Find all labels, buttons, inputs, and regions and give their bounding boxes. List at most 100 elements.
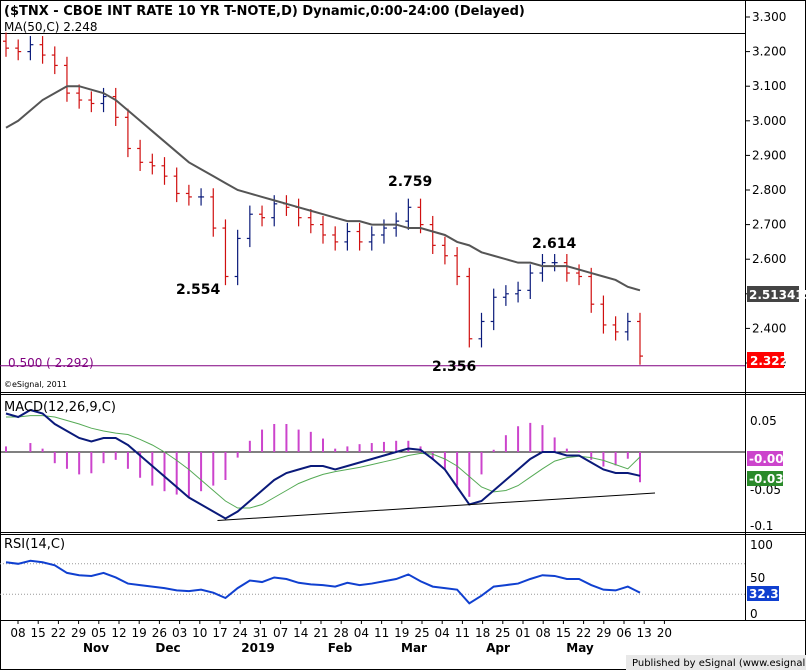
x-tick-label: 11 (374, 626, 389, 640)
price-bar (490, 288, 497, 331)
x-tick-label: 05 (91, 626, 106, 640)
x-tick-label: 08 (536, 626, 551, 640)
price-bar (515, 281, 522, 303)
x-tick-label: 18 (475, 626, 490, 640)
price-tick-label: 3.300 (752, 10, 786, 24)
price-bar (405, 198, 412, 230)
rsi-label: RSI(14,C) (4, 537, 65, 552)
annotation-high-2: 2.614 (532, 236, 577, 252)
price-bar (222, 219, 229, 286)
price-bar (368, 226, 375, 251)
price-bar (15, 39, 22, 61)
price-bar (600, 295, 607, 334)
price-bar (576, 264, 583, 286)
price-bar (283, 195, 290, 216)
ma-value-badge (747, 286, 799, 302)
price-bar (112, 87, 119, 126)
price-bar (588, 267, 595, 313)
x-tick-label: 15 (31, 626, 46, 640)
price-tick-label: 2.400 (752, 321, 786, 335)
rsi-series-line (5, 559, 641, 605)
x-month-label: Dec (155, 641, 180, 655)
x-tick-label: 11 (455, 626, 470, 640)
price-bar (527, 264, 534, 299)
macd-histogram (0, 422, 745, 497)
annotation-low-1: 2.554 (176, 282, 221, 298)
price-bar (637, 312, 643, 365)
moving-average-line (5, 85, 641, 292)
macd-trendline (217, 492, 656, 521)
rsi-tick-0: 0 (750, 607, 758, 621)
fib-label: 0.500 ( 2.292) (8, 356, 94, 370)
price-bar (198, 188, 205, 206)
price-bar (63, 56, 70, 102)
ma-label: MA(50,C) 2.248 (4, 20, 98, 34)
price-bar (246, 205, 253, 248)
price-bar (429, 215, 436, 255)
x-month-label: May (566, 641, 594, 655)
x-tick-label: 03 (172, 626, 187, 640)
signal-series-line (6, 415, 641, 509)
price-bar (320, 215, 326, 244)
rsi-tick-50: 50 (750, 571, 765, 585)
x-tick-label: 26 (152, 626, 167, 640)
x-tick-label: 01 (515, 626, 530, 640)
x-tick-label: 15 (556, 626, 571, 640)
price-bar (539, 254, 546, 282)
macd-lines (5, 408, 656, 521)
price-bar (27, 36, 34, 61)
price-bar (149, 153, 156, 175)
x-tick-label: 13 (637, 626, 652, 640)
x-tick-label: 08 (10, 626, 25, 640)
macd-tick-1: 0.05 (750, 414, 777, 428)
signal-badge (747, 451, 783, 466)
footer-bar (626, 655, 806, 670)
price-bar (295, 198, 302, 227)
x-tick-label: 19 (132, 626, 147, 640)
x-axis: 08 15 22 29 05 12 19 26 03 10 17 24 31 07 14 21 28 04 11 19… (10, 620, 672, 655)
signal-badge-text: -0.007 (749, 452, 792, 466)
price-tick-label: 3.100 (752, 79, 786, 93)
ma-value-text: 2.513415 (749, 288, 806, 302)
x-tick-label: 19 (394, 626, 409, 640)
last-price-text: 2.322 (750, 354, 788, 368)
chart-title: ($TNX - CBOE INT RATE 10 YR T-NOTE,D) Dy… (4, 4, 525, 19)
price-bar (51, 46, 58, 75)
price-tick-label: 2.800 (752, 183, 786, 197)
x-month-label: 2019 (241, 641, 274, 655)
x-tick-label: 06 (616, 626, 631, 640)
price-bar (39, 36, 46, 64)
macd-badge (747, 471, 783, 486)
x-month-label: Mar (401, 641, 427, 655)
x-tick-label: 31 (253, 626, 268, 640)
price-bar (137, 139, 144, 171)
price-bar (454, 247, 461, 286)
price-bar (624, 312, 631, 341)
rsi-lines (0, 559, 745, 605)
price-bar (210, 188, 217, 237)
price-bars (3, 32, 643, 365)
price-bar (88, 91, 95, 113)
price-bar (76, 84, 83, 109)
x-tick-label: 10 (192, 626, 207, 640)
rsi-badge-text: 32.31 (749, 587, 787, 601)
x-tick-label: 21 (313, 626, 328, 640)
x-tick-label: 12 (111, 626, 126, 640)
x-tick-label: 20 (657, 626, 672, 640)
x-tick-label: 22 (576, 626, 591, 640)
price-bar (441, 236, 448, 265)
rsi-tick-100: 100 (750, 538, 773, 552)
x-tick-label: 17 (212, 626, 227, 640)
published-by: Published by eSignal (www.esignal.com) (632, 658, 806, 669)
macd-tick-3: -0.1 (750, 519, 773, 533)
copyright: ©eSignal, 2011 (4, 380, 67, 389)
x-tick-label: 24 (233, 626, 248, 640)
price-bar (356, 222, 363, 251)
price-bar (3, 32, 9, 57)
macd-label: MACD(12,26,9,C) (4, 400, 116, 415)
price-bar (466, 267, 473, 348)
macd-badge-text: -0.034 (749, 472, 792, 486)
price-bar (502, 285, 509, 306)
price-bar (124, 108, 131, 158)
